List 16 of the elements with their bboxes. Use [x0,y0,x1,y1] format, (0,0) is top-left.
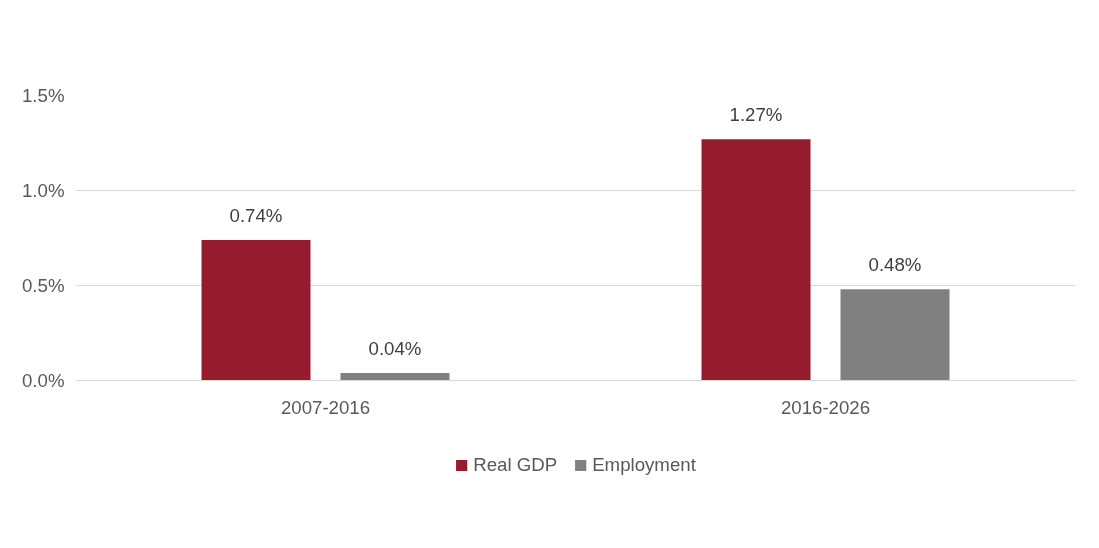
bar [840,289,950,381]
y-tick-label: 0.0% [21,370,65,391]
y-tick-label: 0.5% [21,275,65,296]
bar [340,372,450,381]
bar [701,139,811,381]
legend-label: Real GDP [473,454,558,476]
data-label: 1.27% [729,104,783,126]
data-label: 0.48% [868,254,922,276]
x-tick-label: 2007-2016 [280,396,371,418]
data-label: 0.74% [229,204,283,226]
x-tick-label: 2016-2026 [780,396,871,418]
data-label: 0.04% [368,337,422,359]
y-tick-label: 1.0% [21,180,65,201]
y-tick-label: 1.5% [21,85,65,106]
bar [201,239,311,381]
legend-label: Employment [592,454,696,476]
